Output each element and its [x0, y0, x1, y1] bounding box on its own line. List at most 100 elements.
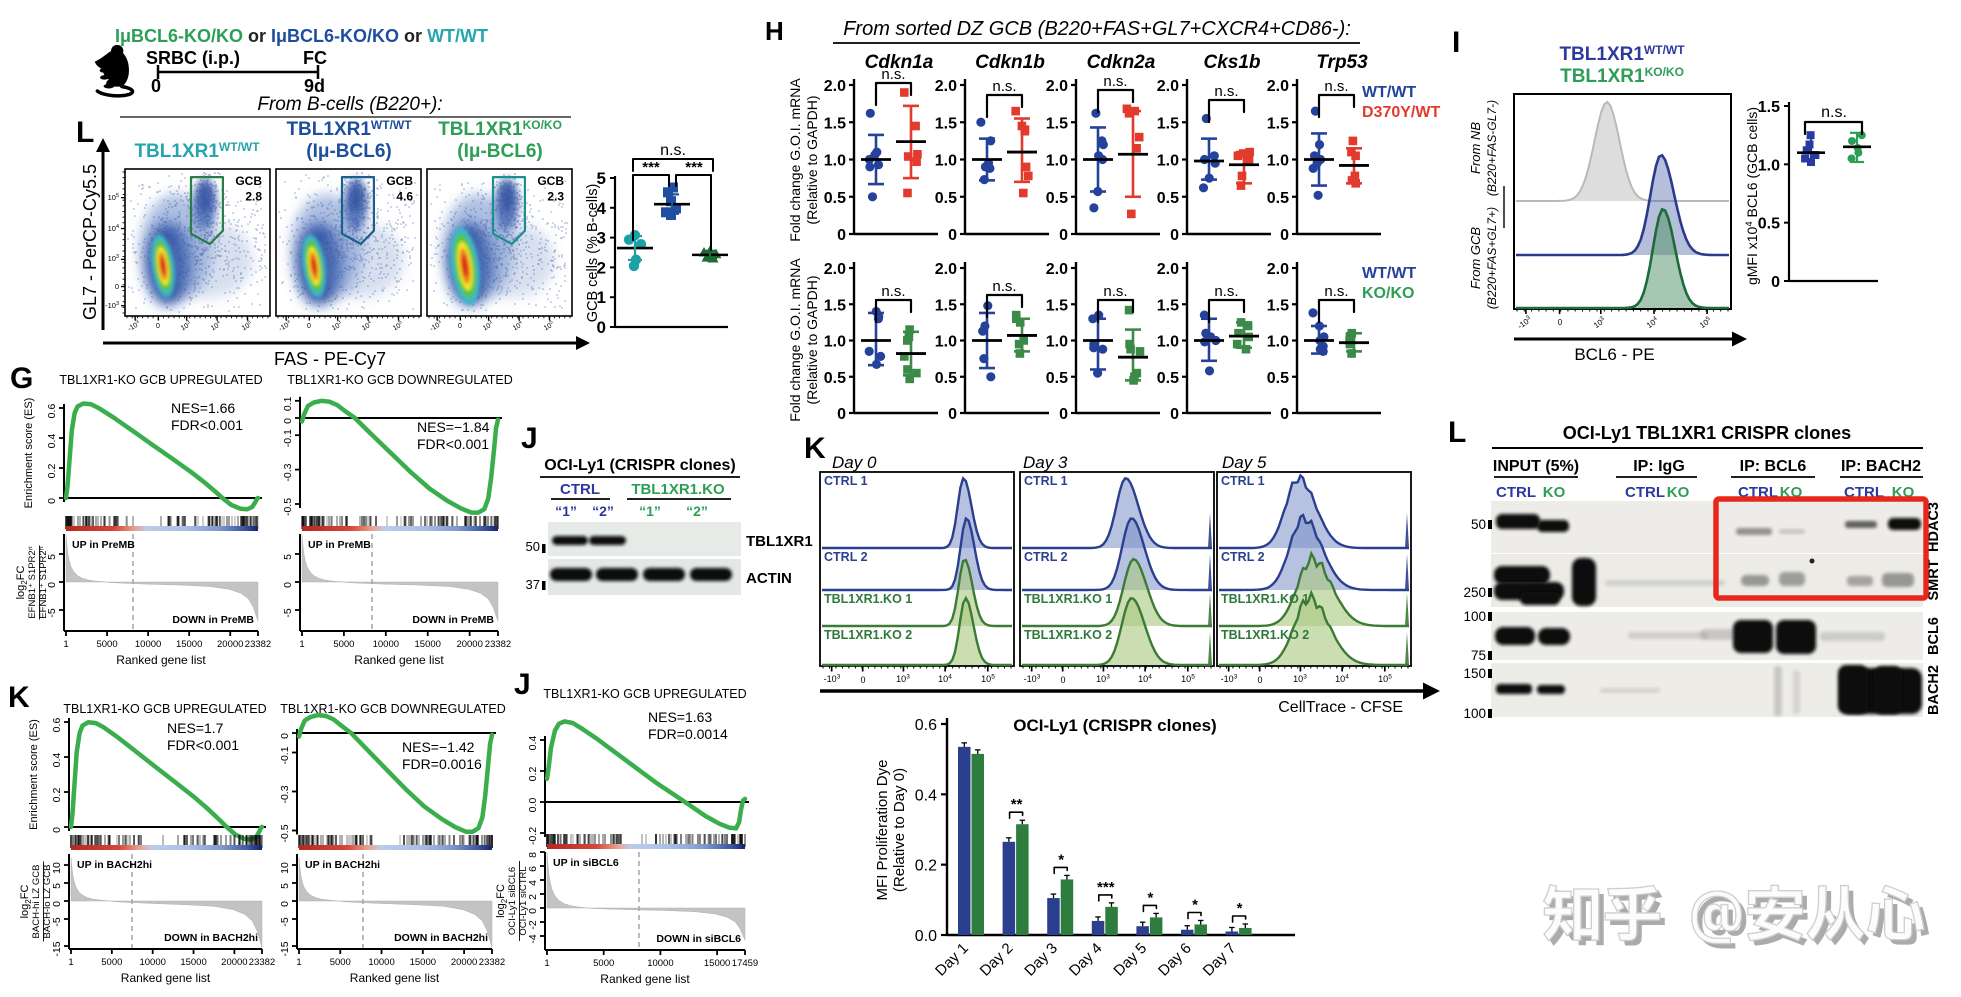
- svg-text:103: 103: [330, 319, 344, 332]
- svg-text:1.0: 1.0: [1046, 334, 1068, 351]
- svg-text:0.5: 0.5: [824, 190, 846, 207]
- svg-text:GL7 - PerCP-Cy5.5: GL7 - PerCP-Cy5.5: [80, 164, 100, 320]
- svg-text:Enrichment score (ES): Enrichment score (ES): [28, 719, 40, 830]
- svg-text:0.0: 0.0: [527, 798, 539, 813]
- svg-text:-0.5: -0.5: [279, 824, 291, 842]
- svg-text:SMRT: SMRT: [1926, 559, 1942, 600]
- svg-text:105: 105: [240, 319, 254, 332]
- svg-text:-103: -103: [126, 319, 142, 333]
- svg-text:DOWN in siBCL6: DOWN in siBCL6: [656, 933, 741, 945]
- svg-text:-103: -103: [1024, 674, 1041, 685]
- svg-text:D370Y/WT: D370Y/WT: [1362, 104, 1440, 121]
- svg-text:Fold change G.O.I. mRNA: Fold change G.O.I. mRNA: [787, 78, 803, 242]
- svg-text:15000: 15000: [176, 639, 202, 650]
- svg-text:5000: 5000: [333, 639, 354, 650]
- svg-text:0: 0: [51, 827, 63, 833]
- svg-text:0: 0: [1059, 406, 1068, 423]
- svg-text:0: 0: [156, 323, 160, 330]
- svg-text:2.0: 2.0: [935, 78, 957, 95]
- svg-text:23382: 23382: [245, 639, 271, 650]
- svg-text:KO/KO: KO/KO: [1362, 285, 1414, 302]
- svg-text:-103: -103: [824, 674, 841, 685]
- svg-text:2.0: 2.0: [935, 261, 957, 278]
- svg-text:UP in siBCL6: UP in siBCL6: [553, 857, 619, 869]
- svg-text:0.5: 0.5: [1267, 370, 1289, 387]
- svg-text:CTRL: CTRL: [1625, 484, 1665, 501]
- svg-text:-15: -15: [279, 941, 291, 956]
- svg-text:KO: KO: [1667, 484, 1690, 501]
- svg-text:*: *: [1192, 896, 1198, 913]
- svg-text:FDR<0.001: FDR<0.001: [167, 737, 239, 753]
- svg-text:TBL1XR1-KO GCB UPREGULATED: TBL1XR1-KO GCB UPREGULATED: [59, 373, 262, 387]
- svg-text:DOWN in PreMB: DOWN in PreMB: [412, 614, 494, 626]
- svg-text:UP in PreMB: UP in PreMB: [308, 539, 371, 551]
- svg-text:-0.3: -0.3: [282, 463, 294, 481]
- svg-text:TBL1XR1KO/KO: TBL1XR1KO/KO: [1560, 65, 1684, 87]
- svg-text:104: 104: [360, 319, 374, 332]
- svg-text:TBL1XR1.KO 1: TBL1XR1.KO 1: [1024, 592, 1112, 606]
- svg-text:HDAC3: HDAC3: [1926, 502, 1942, 552]
- svg-text:DOWN in BACH2hi: DOWN in BACH2hi: [164, 932, 258, 944]
- svg-text:K: K: [804, 432, 826, 465]
- svg-text:1.0: 1.0: [824, 153, 846, 170]
- svg-text:n.s.: n.s.: [1324, 78, 1348, 95]
- svg-text:TBL1XR1-KO GCB DOWNREGULATED: TBL1XR1-KO GCB DOWNREGULATED: [280, 702, 506, 716]
- svg-text:TBL1XR1.KO 2: TBL1XR1.KO 2: [1221, 628, 1309, 642]
- svg-text:1.0: 1.0: [1758, 157, 1780, 174]
- svg-text:Cdkn1a: Cdkn1a: [865, 52, 934, 73]
- svg-text:1.5: 1.5: [1046, 115, 1068, 132]
- svg-text:SRBC (i.p.): SRBC (i.p.): [146, 48, 240, 68]
- svg-text:0.5: 0.5: [824, 370, 846, 387]
- svg-text:2.0: 2.0: [824, 261, 846, 278]
- svg-text:n.s.: n.s.: [1214, 83, 1238, 100]
- svg-text:-103: -103: [1221, 674, 1238, 685]
- svg-text:Ranked gene list: Ranked gene list: [350, 971, 440, 985]
- svg-text:0.2: 0.2: [51, 788, 63, 803]
- svg-text:4: 4: [597, 199, 607, 218]
- svg-text:CTRL 1: CTRL 1: [1024, 474, 1068, 488]
- svg-text:OCI-Ly1 siBCL6: OCI-Ly1 siBCL6: [507, 867, 518, 935]
- svg-text:-5: -5: [51, 917, 63, 926]
- svg-text:*: *: [1058, 851, 1064, 868]
- svg-text:TBL1XR1WT/WT: TBL1XR1WT/WT: [1559, 43, 1685, 65]
- svg-text:BCL6: BCL6: [1926, 617, 1942, 655]
- svg-text:5: 5: [597, 169, 606, 188]
- svg-text:2.8: 2.8: [245, 190, 262, 204]
- svg-text:n.s.: n.s.: [881, 66, 905, 83]
- svg-text:0.4: 0.4: [915, 787, 937, 804]
- svg-text:1.5: 1.5: [1267, 297, 1289, 314]
- svg-text:0: 0: [837, 406, 846, 423]
- svg-text:TBL1XR1.KO 2: TBL1XR1.KO 2: [1024, 628, 1112, 642]
- svg-text:4.6: 4.6: [396, 190, 413, 204]
- svg-text:IP: BACH2: IP: BACH2: [1841, 458, 1921, 475]
- svg-text:0.5: 0.5: [935, 370, 957, 387]
- svg-text:0: 0: [860, 675, 865, 685]
- svg-text:1.5: 1.5: [1157, 297, 1179, 314]
- svg-text:TBL1XR1.KO 2: TBL1XR1.KO 2: [824, 628, 912, 642]
- svg-text:1.5: 1.5: [824, 115, 846, 132]
- svg-text:105: 105: [1181, 674, 1195, 685]
- svg-text:WT/WT: WT/WT: [1362, 84, 1416, 101]
- svg-text:CTRL 1: CTRL 1: [824, 474, 868, 488]
- svg-text:1.0: 1.0: [1157, 334, 1179, 351]
- svg-text:0.6: 0.6: [915, 717, 937, 734]
- svg-text:105: 105: [1378, 674, 1392, 685]
- svg-text:0.5: 0.5: [1758, 216, 1780, 233]
- svg-text:NES=1.66: NES=1.66: [171, 400, 235, 416]
- svg-text:0: 0: [151, 76, 161, 96]
- svg-text:103: 103: [1293, 674, 1307, 685]
- svg-text:0: 0: [597, 318, 606, 337]
- svg-text:OCI-Ly1 (CRISPR clones): OCI-Ly1 (CRISPR clones): [544, 457, 735, 474]
- svg-text:BCL6 - PE: BCL6 - PE: [1574, 345, 1654, 364]
- svg-text:4: 4: [527, 880, 539, 886]
- svg-text:0.6: 0.6: [51, 718, 63, 733]
- svg-text:75: 75: [1471, 648, 1486, 663]
- svg-text:50: 50: [1471, 517, 1486, 532]
- svg-text:Fold change G.O.I. mRNA: Fold change G.O.I. mRNA: [787, 258, 803, 422]
- svg-text:104: 104: [938, 674, 952, 685]
- svg-text:***: ***: [642, 159, 660, 176]
- svg-text:5000: 5000: [330, 957, 351, 968]
- svg-text:0: 0: [948, 227, 957, 244]
- svg-text:2: 2: [597, 258, 606, 277]
- svg-text:1.5: 1.5: [935, 115, 957, 132]
